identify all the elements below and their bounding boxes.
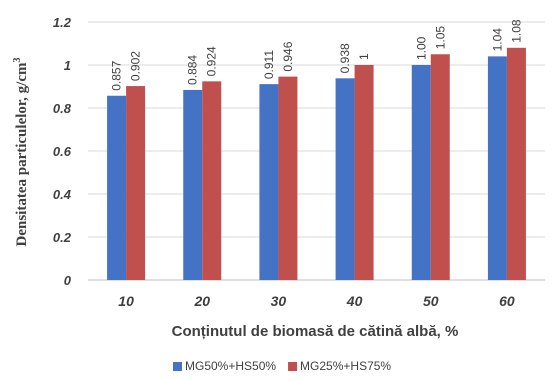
x-tick-label: 30 (271, 293, 287, 309)
data-label: 0.911 (262, 50, 276, 79)
x-tick-label: 60 (499, 293, 515, 309)
x-tick-label: 10 (118, 293, 134, 309)
data-label: 1.08 (509, 19, 523, 43)
x-tick-label: 50 (423, 293, 439, 309)
y-axis-ticks: 0 0.2 0.4 0.6 0.8 1 1.2 (53, 15, 72, 288)
data-label: 0.946 (281, 41, 295, 71)
legend-swatch (173, 362, 182, 371)
bar (430, 54, 450, 280)
y-axis-label: Densitatea particulelor, g/cm3 (12, 58, 30, 247)
data-label: 0.924 (205, 46, 219, 76)
y-tick-label: 0.2 (53, 230, 72, 245)
bars (107, 47, 526, 281)
x-tick-label: 40 (346, 293, 363, 309)
bar (107, 95, 127, 281)
y-tick-label: 0.4 (53, 187, 72, 202)
y-tick-label: 0.6 (53, 144, 72, 159)
data-labels: 0.857 0.902 0.884 0.924 0.911 0.946 0.938 1 1.00… (110, 19, 524, 91)
legend-label: MG50%+HS50% (185, 359, 276, 373)
legend: MG50%+HS50% MG25%+HS75% (173, 359, 391, 373)
bar (183, 89, 203, 280)
legend-swatch (288, 362, 298, 371)
data-label: 1.05 (433, 26, 447, 50)
data-label: 0.938 (338, 43, 352, 73)
bar (259, 84, 279, 280)
bar (202, 81, 222, 280)
y-tick-label: 1.2 (53, 15, 72, 30)
bar (354, 65, 374, 280)
bar (487, 56, 507, 281)
data-label: 0.884 (186, 55, 200, 85)
x-tick-label: 20 (193, 293, 210, 309)
data-label: 0.857 (110, 60, 124, 90)
data-label: 1.04 (490, 28, 504, 52)
bar (126, 86, 146, 280)
y-tick-label: 1 (64, 58, 71, 73)
x-axis-label: Conținutul de biomasă de cătină albă, % (172, 323, 459, 340)
data-label: 0.902 (129, 51, 143, 81)
x-axis-ticks: 10 20 30 40 50 60 (118, 293, 515, 309)
bar (278, 76, 298, 280)
gridlines (88, 21, 545, 281)
legend-label: MG25%+HS75% (300, 359, 391, 373)
bar (506, 47, 526, 280)
y-axis-label-superscript: 3 (12, 58, 23, 63)
y-tick-label: 0 (64, 273, 72, 288)
y-tick-label: 0.8 (53, 101, 72, 116)
bar (335, 78, 355, 280)
y-axis-label-main: Densitatea particulelor, g/cm (14, 62, 30, 246)
bar (411, 65, 431, 280)
data-label: 1 (357, 53, 371, 60)
data-label: 1.00 (414, 36, 428, 60)
